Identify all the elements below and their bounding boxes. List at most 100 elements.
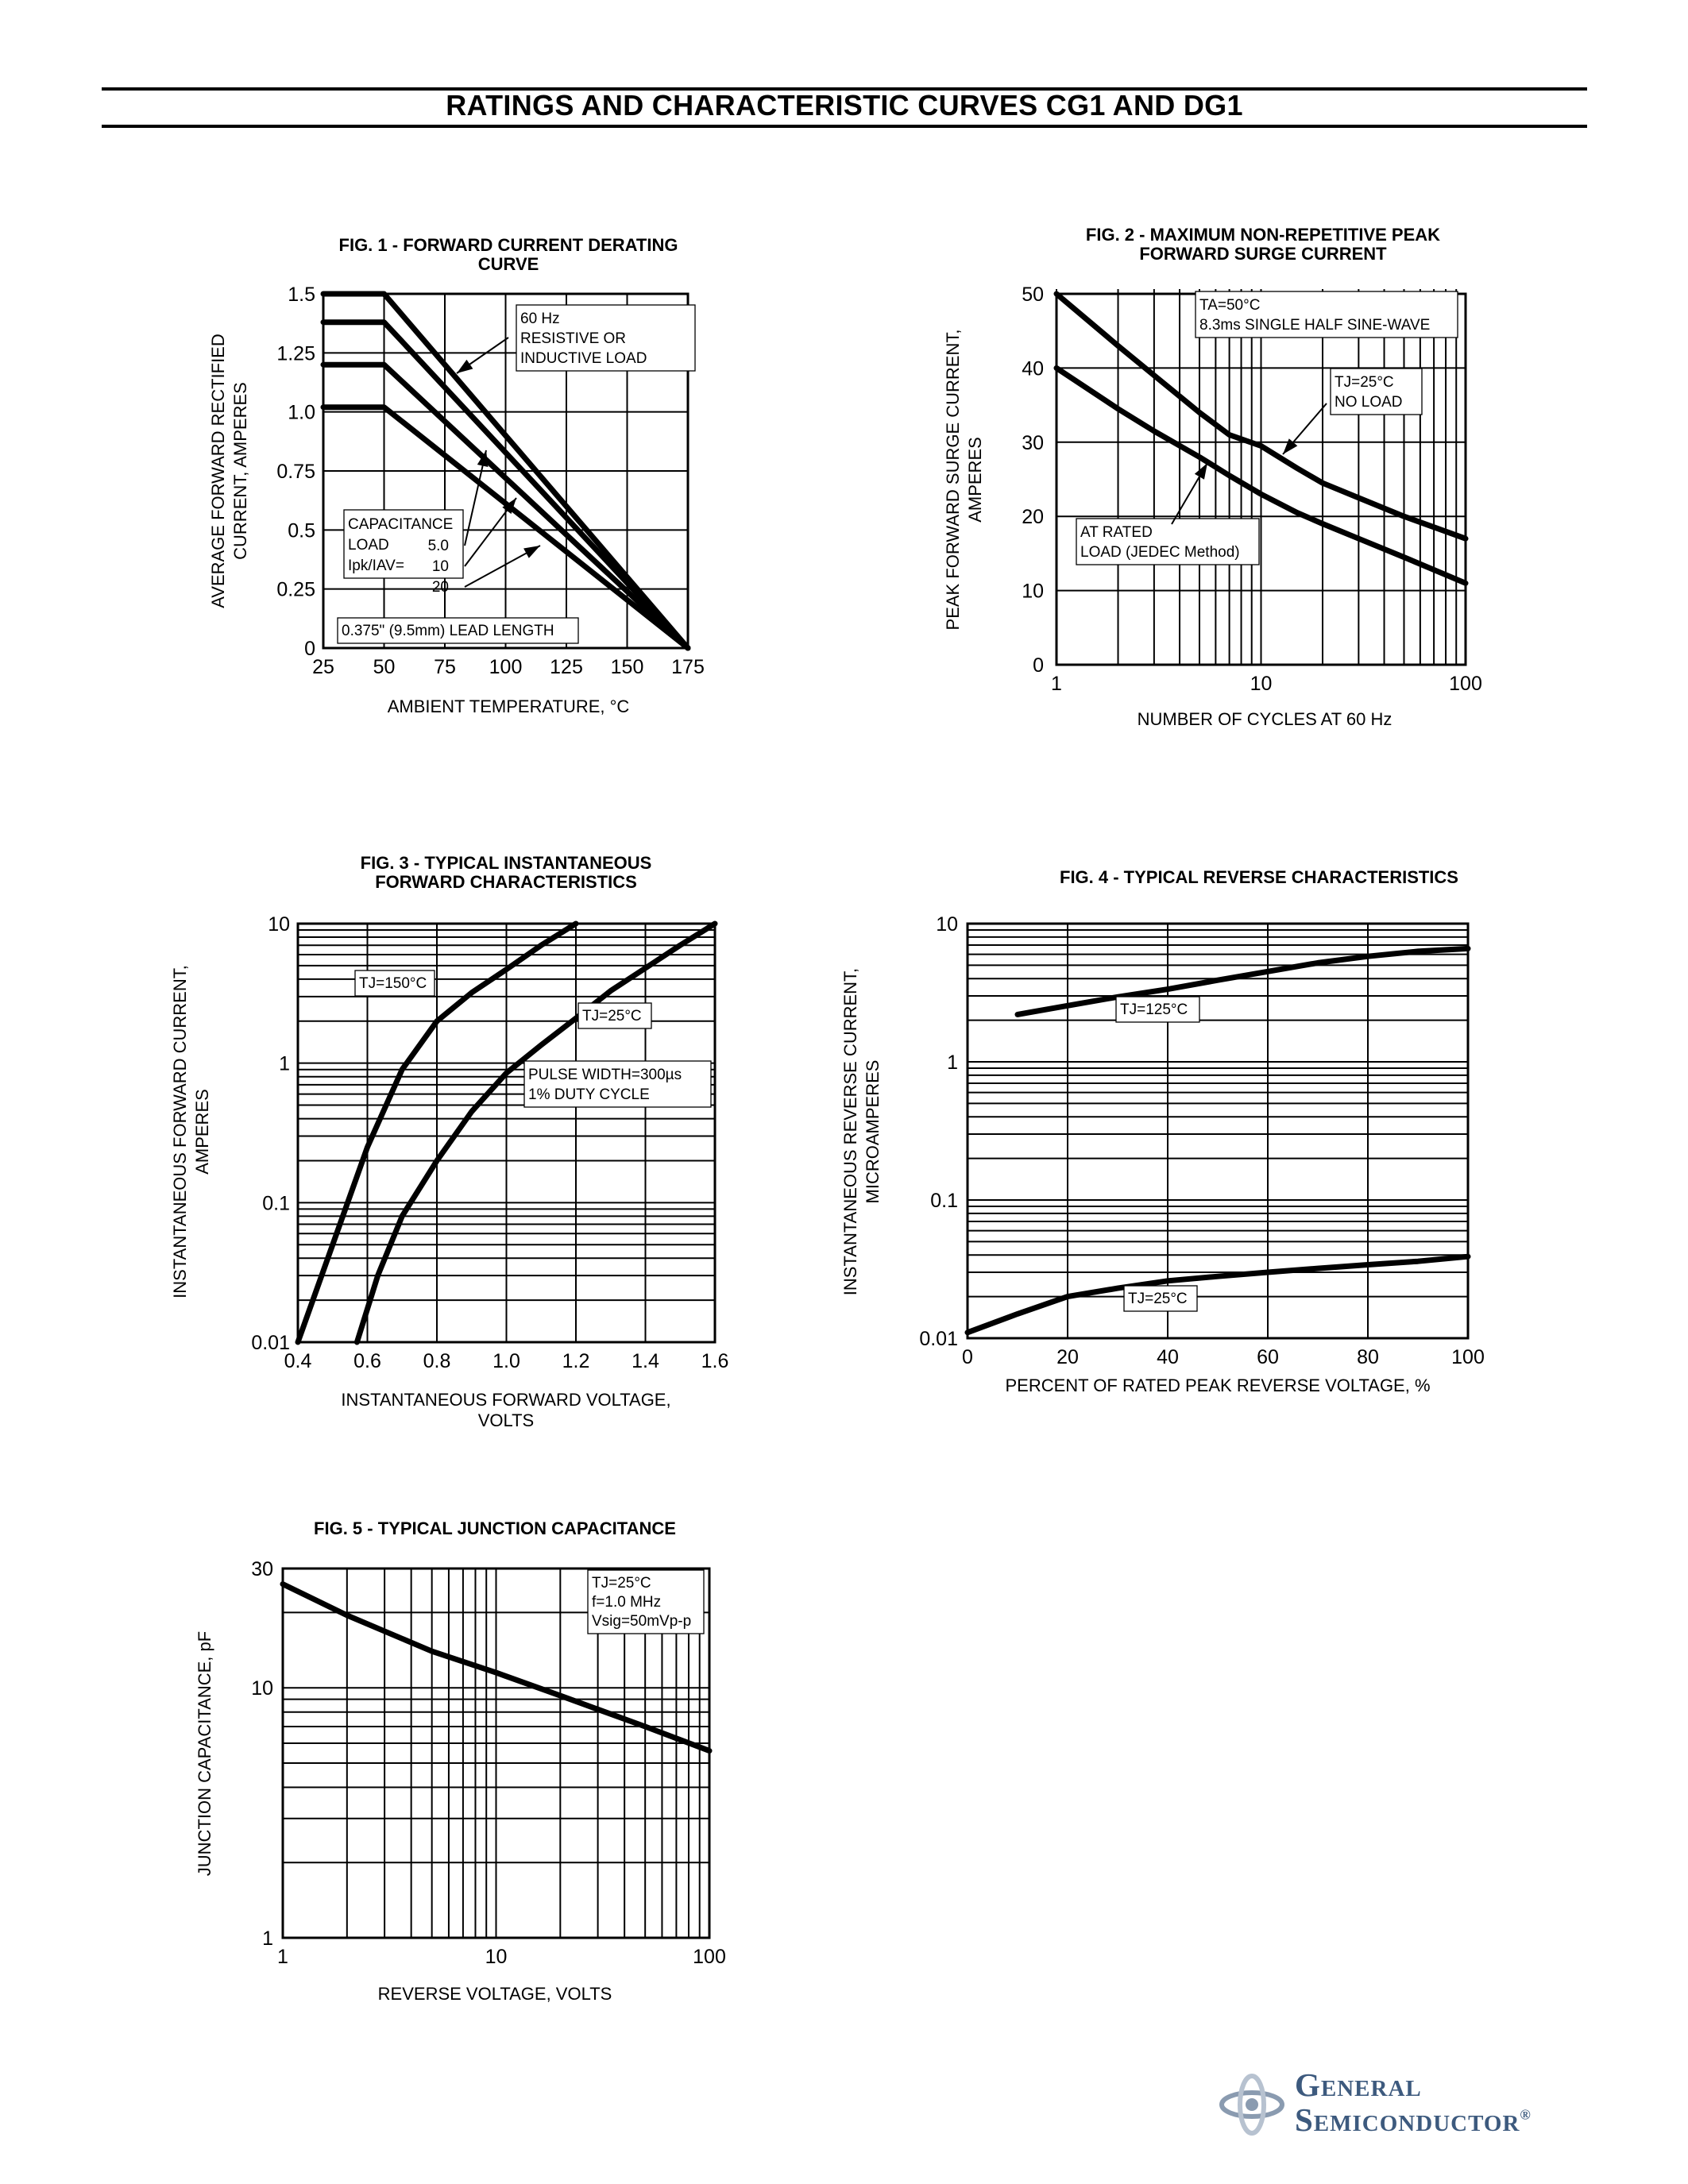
fig2-x-axis-label: NUMBER OF CYCLES AT 60 Hz bbox=[1138, 709, 1393, 729]
fig1-x-tick-label: 75 bbox=[434, 656, 456, 678]
fig3-series-2-line bbox=[353, 920, 718, 1345]
fig1-ipk-ratio-label: 20 bbox=[432, 579, 449, 596]
fig3-grid bbox=[296, 922, 717, 1344]
fig4-y-tick-label: 0.1 bbox=[930, 1190, 958, 1212]
fig1-plot-frame bbox=[322, 292, 689, 650]
fig4-series-2-label-box bbox=[1123, 1285, 1198, 1312]
fig2-grid bbox=[1055, 292, 1467, 666]
fig2-y-tick-label: 40 bbox=[1022, 357, 1044, 380]
fig1-y-axis-label: CURRENT, AMPERES bbox=[230, 382, 250, 560]
fig5-y-tick-label: 30 bbox=[251, 1558, 273, 1580]
fig3-y-axis-label: AMPERES bbox=[192, 1089, 212, 1175]
fig5-conditions-annotation: f=1.0 MHz bbox=[592, 1594, 661, 1611]
fig3-pulse-annotation: 1% DUTY CYCLE bbox=[528, 1086, 650, 1103]
fig1-x-tick-label: 125 bbox=[550, 656, 583, 678]
fig3-series-2-label: TJ=25°C bbox=[582, 1008, 642, 1024]
fig5-x-axis-label: REVERSE VOLTAGE, VOLTS bbox=[378, 1984, 612, 2004]
fig1-capacitance-annotation: CAPACITANCE bbox=[348, 516, 453, 533]
fig2-conditions-annotation: 8.3ms SINGLE HALF SINE-WAVE bbox=[1199, 317, 1430, 334]
brand-logo-block: General Semiconductor® bbox=[1215, 2061, 1597, 2148]
fig1-lead-length-annotation-box bbox=[337, 617, 579, 644]
fig2-y-tick-label: 20 bbox=[1022, 506, 1044, 528]
fig3-x-axis-label: VOLTS bbox=[478, 1410, 535, 1430]
fig3-series-2-label-box bbox=[577, 1002, 652, 1029]
brand-emblem-icon bbox=[1219, 2074, 1284, 2136]
fig1-x-tick-label: 100 bbox=[489, 656, 523, 678]
fig1-x-axis-label: AMBIENT TEMPERATURE, °C bbox=[388, 696, 630, 716]
fig2-series-2-line bbox=[1053, 365, 1469, 586]
registered-mark: ® bbox=[1520, 2106, 1532, 2123]
fig3-y-tick-label: 1 bbox=[279, 1053, 290, 1075]
fig2-x-tick-label: 10 bbox=[1250, 673, 1273, 695]
fig2-series-1-line bbox=[1053, 291, 1469, 542]
fig1-series-3-line bbox=[320, 361, 691, 651]
fig5-y-tick-label: 10 bbox=[251, 1677, 273, 1700]
fig4-plot-frame bbox=[966, 922, 1470, 1340]
fig1-x-tick-label: 25 bbox=[312, 656, 334, 678]
fig2-no-load-annotation: NO LOAD bbox=[1335, 394, 1403, 411]
fig2-y-tick-label: 30 bbox=[1022, 432, 1044, 454]
fig3-title: FIG. 3 - TYPICAL INSTANTANEOUS bbox=[361, 853, 652, 873]
fig1-load-annotation-box bbox=[516, 304, 696, 372]
fig2-title: FIG. 2 - MAXIMUM NON-REPETITIVE PEAK bbox=[1086, 225, 1440, 245]
fig3-plot-frame bbox=[296, 922, 717, 1344]
fig5-conditions-annotation: Vsig=50mVp-p bbox=[592, 1613, 691, 1630]
fig5-x-tick-label: 10 bbox=[485, 1946, 508, 1968]
fig1-ipk-ratio-label: 5.0 bbox=[428, 538, 449, 554]
fig2-x-tick-label: 100 bbox=[1449, 673, 1482, 695]
fig3-series-1-label-box bbox=[354, 970, 435, 997]
fig2-title: FORWARD SURGE CURRENT bbox=[1139, 244, 1387, 264]
fig5-title: FIG. 5 - TYPICAL JUNCTION CAPACITANCE bbox=[314, 1518, 676, 1538]
brand-name-line2: Semiconductor® bbox=[1295, 2101, 1532, 2138]
fig3-y-tick-label: 10 bbox=[268, 913, 290, 936]
fig2-conditions-annotation-box bbox=[1195, 291, 1458, 338]
fig1-lead-length-annotation: 0.375" (9.5mm) LEAD LENGTH bbox=[342, 623, 554, 639]
fig3-series-1-label: TJ=150°C bbox=[359, 975, 427, 992]
fig3-y-tick-label: 0.01 bbox=[251, 1332, 290, 1354]
fig4-x-tick-label: 20 bbox=[1056, 1346, 1079, 1368]
fig4-y-tick-label: 1 bbox=[947, 1051, 958, 1074]
fig1-capacitance-annotation-box bbox=[343, 509, 464, 579]
fig1-y-tick-label: 0 bbox=[304, 638, 315, 660]
fig2-y-tick-label: 50 bbox=[1022, 284, 1044, 306]
fig5-x-tick-label: 1 bbox=[277, 1946, 288, 1968]
fig4-series-1-label: TJ=125°C bbox=[1120, 1001, 1188, 1018]
fig4-y-tick-label: 10 bbox=[936, 913, 958, 936]
fig3-y-tick-label: 0.1 bbox=[262, 1192, 290, 1214]
fig4-title: FIG. 4 - TYPICAL REVERSE CHARACTERISTICS bbox=[1060, 867, 1458, 887]
fig1-y-axis-label: AVERAGE FORWARD RECTIFIED bbox=[208, 334, 228, 608]
fig1-ratio-5-leader bbox=[464, 450, 487, 546]
fig3-x-axis-label: INSTANTANEOUS FORWARD VOLTAGE, bbox=[341, 1390, 670, 1410]
fig3-title: FORWARD CHARACTERISTICS bbox=[375, 872, 637, 892]
fig1-y-tick-label: 0.25 bbox=[276, 579, 315, 601]
fig5-x-tick-label: 100 bbox=[693, 1946, 726, 1968]
top-rule bbox=[102, 87, 1587, 91]
fig1-ratio-20-arrowhead bbox=[523, 546, 540, 558]
fig1-y-tick-label: 0.5 bbox=[288, 519, 315, 542]
fig3-x-tick-label: 1.4 bbox=[632, 1350, 659, 1372]
fig2-y-tick-label: 0 bbox=[1033, 654, 1044, 677]
fig4-series-2-label: TJ=25°C bbox=[1128, 1291, 1188, 1307]
fig4-x-tick-label: 40 bbox=[1157, 1346, 1179, 1368]
fig1-series-2-line bbox=[320, 319, 691, 651]
fig2-y-axis-label: PEAK FORWARD SURGE CURRENT, bbox=[943, 330, 963, 631]
fig4-x-tick-label: 100 bbox=[1451, 1346, 1485, 1368]
fig2-rated-load-annotation: AT RATED bbox=[1080, 524, 1153, 541]
fig2-no-load-annotation: TJ=25°C bbox=[1335, 374, 1394, 391]
fig3-x-tick-label: 0.6 bbox=[353, 1350, 381, 1372]
fig5-conditions-annotation: TJ=25°C bbox=[592, 1575, 651, 1592]
fig1-ratio-10-arrowhead bbox=[502, 498, 516, 515]
fig2-no-load-annotation-box bbox=[1330, 368, 1423, 415]
fig1-x-tick-label: 175 bbox=[671, 656, 705, 678]
fig2-y-axis-label: AMPERES bbox=[965, 437, 985, 523]
fig2-y-tick-label: 10 bbox=[1022, 581, 1044, 603]
fig5-y-tick-label: 1 bbox=[262, 1927, 273, 1950]
fig1-load-arrowhead bbox=[457, 359, 473, 373]
brand-name-line1: General bbox=[1295, 2066, 1422, 2103]
fig1-load-annotation: 60 Hz bbox=[520, 311, 560, 327]
fig4-series-2-line bbox=[964, 1253, 1471, 1336]
fig2-rated-load-annotation-box bbox=[1076, 518, 1260, 565]
fig1-load-annotation: INDUCTIVE LOAD bbox=[520, 350, 647, 367]
fig1-y-tick-label: 1.5 bbox=[288, 284, 315, 306]
